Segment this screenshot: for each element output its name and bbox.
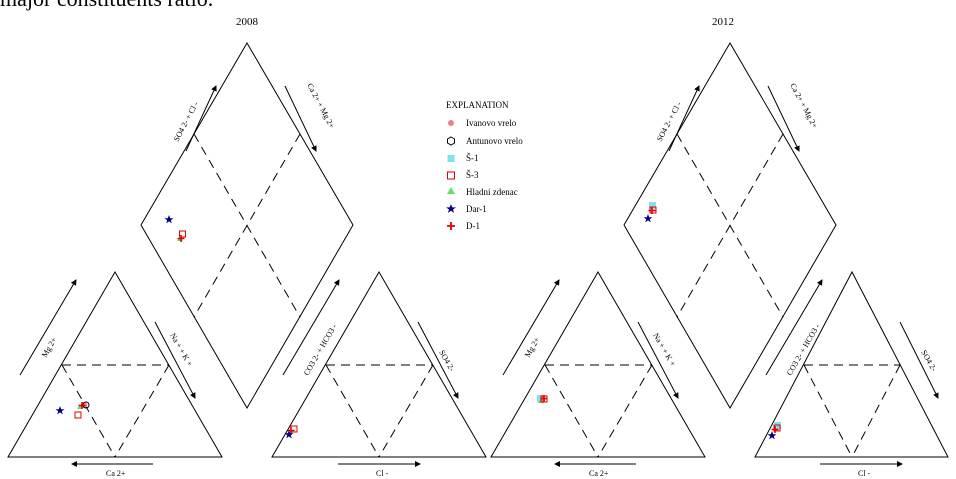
legend-item-d-1: D-1 xyxy=(466,221,480,231)
diamond-grid-2008 xyxy=(193,133,301,318)
marker-dar-1 xyxy=(55,406,65,415)
axis-arrows-2008 xyxy=(19,85,459,467)
legend-item-hladni-zdenac: Hladni zdenac xyxy=(466,187,518,197)
marker-d-1 xyxy=(771,426,779,433)
diamond-plot-2012 xyxy=(623,42,837,409)
panel-title-2008: 2008 xyxy=(236,16,259,28)
marker-dar-1 xyxy=(767,431,777,440)
axis-label-na-k-2012: Na + + K + xyxy=(651,332,677,369)
legend-symbol-star-icon xyxy=(446,204,456,213)
axis-label-cl-2008: Cl - xyxy=(376,469,389,478)
panel-title-2012: 2012 xyxy=(712,16,734,28)
panel-2008: 2008 xyxy=(7,16,487,478)
legend-item-s-3: Š-3 xyxy=(466,170,479,180)
anion-triangle-grid-2008 xyxy=(325,364,434,458)
figure-caption: major constituents ratio. xyxy=(0,0,213,12)
axis-label-co3-hco3-2012: CO3 2- + HCO3 - xyxy=(785,322,822,377)
legend-symbol-cross-icon xyxy=(447,222,455,230)
panel-2012: 2012 Mg 2+ Na + + K xyxy=(490,16,949,478)
legend-item-s-1: Š-1 xyxy=(466,153,479,163)
marker-dar-1 xyxy=(284,430,294,439)
axis-label-ca-2008: Ca 2+ xyxy=(106,469,126,478)
anion-triangle-grid-2012 xyxy=(803,364,901,458)
legend-symbol-hexagon-icon xyxy=(447,136,455,146)
marker-s-1 xyxy=(649,202,656,209)
legend-item-ivanovo-vrelo: Ivanovo vrelo xyxy=(466,118,517,128)
legend-symbol-triangle-icon xyxy=(447,187,455,194)
legend-symbol-filled-square-icon xyxy=(447,155,455,162)
marker-dar-1 xyxy=(164,215,174,224)
axis-label-cl-2012: Cl - xyxy=(858,469,871,478)
axis-arrows-2012 xyxy=(502,85,939,467)
data-points-2012 xyxy=(537,202,781,440)
diamond-grid-2012 xyxy=(676,133,784,318)
marker-s-3 xyxy=(773,424,781,432)
axis-label-co3-hco3-2008: CO3 2- + HCO3 - xyxy=(302,322,339,377)
marker-dar-1 xyxy=(643,214,653,223)
legend-item-dar-1: Dar-1 xyxy=(466,204,487,214)
data-points-2008 xyxy=(55,215,298,439)
axis-label-na-k-2008: Na + + K + xyxy=(168,332,194,369)
cation-triangle-grid-2008 xyxy=(61,364,170,458)
legend: EXPLANATION Ivanovo vrelo Antunovo vrelo… xyxy=(446,100,523,231)
axis-label-mg-2008: Mg 2+ xyxy=(40,335,59,359)
axis-label-so4-2012: SO4 2- xyxy=(919,349,938,374)
axis-label-ca-2012: Ca 2+ xyxy=(589,469,609,478)
axis-label-so4-cl-2008: SO4 2- + Cl - xyxy=(172,100,201,143)
legend-title: EXPLANATION xyxy=(446,100,509,110)
marker-s-3 xyxy=(74,411,82,419)
legend-symbol-circle-icon xyxy=(448,120,454,126)
marker-s-3 xyxy=(179,230,186,238)
marker-d-1 xyxy=(540,395,548,402)
marker-d-1 xyxy=(78,402,86,409)
axis-label-ca-mg-2012: Ca 2+ + Mg 2+ xyxy=(788,82,819,130)
legend-item-antunovo-vrelo: Antunovo vrelo xyxy=(466,136,523,146)
marker-d-1 xyxy=(648,207,656,214)
marker-d-1 xyxy=(287,427,295,434)
marker-d-1 xyxy=(177,235,185,242)
axis-label-so4-cl-2012: SO4 2- + Cl - xyxy=(655,100,684,143)
axis-label-mg-2012: Mg 2+ xyxy=(523,335,542,359)
axis-label-ca-mg-2008: Ca 2+ + Mg 2+ xyxy=(305,82,336,130)
legend-symbol-open-square-icon xyxy=(447,171,455,180)
axis-label-so4-2008: SO4 2- xyxy=(437,349,456,374)
diamond-plot-2008 xyxy=(140,42,354,409)
cation-triangle-grid-2012 xyxy=(544,364,653,458)
